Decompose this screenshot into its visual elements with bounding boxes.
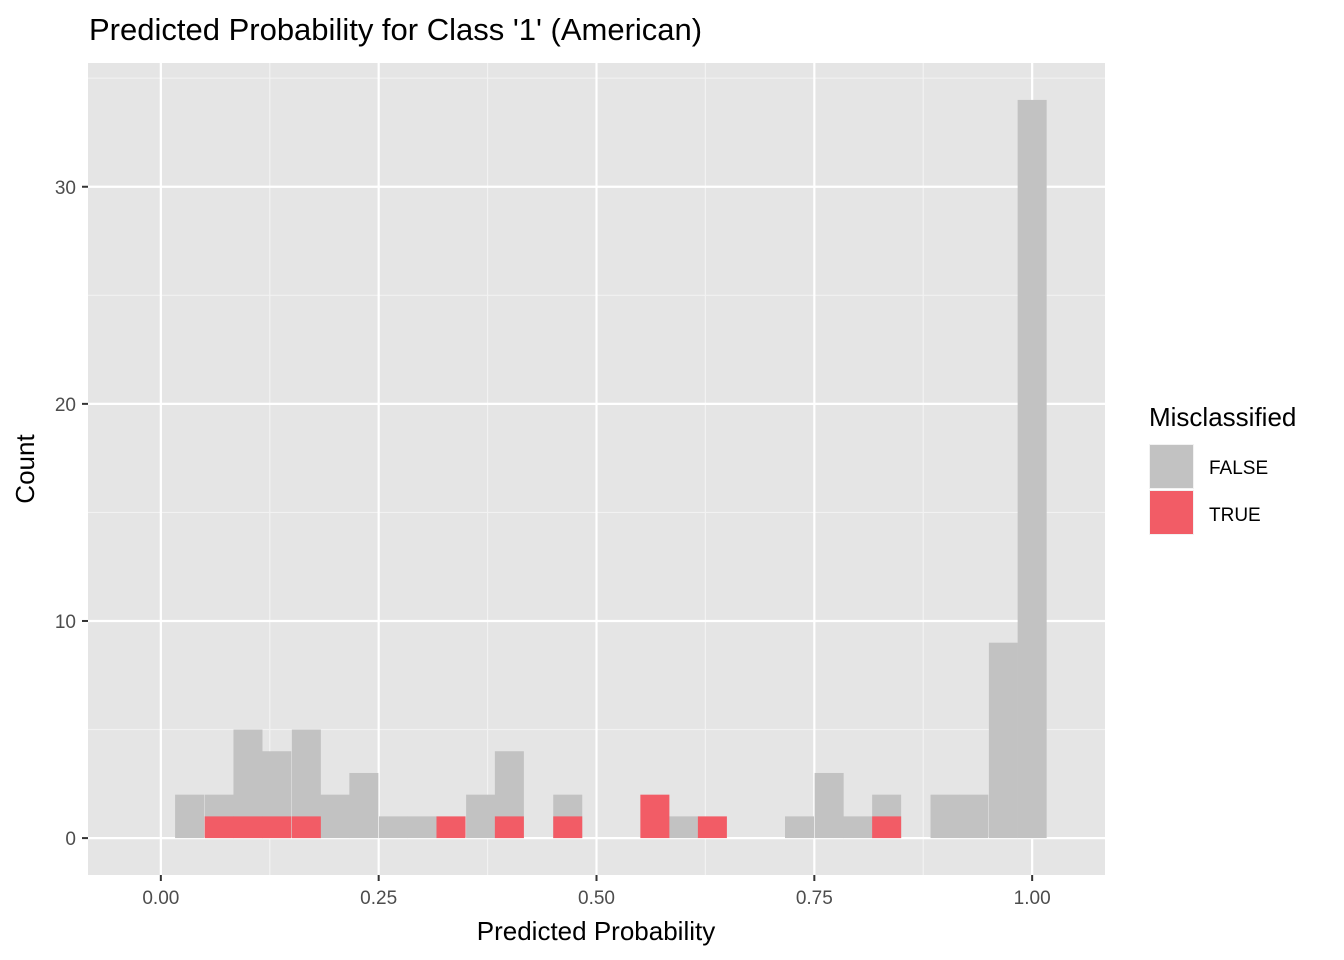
y-axis: 0 10 20 30 (55, 178, 88, 850)
y-axis-title: Count (10, 434, 40, 504)
bar-false (669, 816, 699, 839)
x-axis-title: Predicted Probability (477, 916, 715, 946)
legend-label-false: FALSE (1209, 458, 1268, 479)
legend-title: Misclassified (1149, 402, 1296, 432)
x-tick-label: 0.00 (142, 888, 179, 909)
x-tick-label: 1.00 (1014, 888, 1051, 909)
y-tick-label: 10 (55, 612, 76, 633)
bar-false (843, 816, 873, 839)
bar-false (785, 816, 815, 839)
bar-true (233, 816, 263, 839)
legend-label-true: TRUE (1209, 505, 1261, 526)
bar-false (930, 794, 960, 839)
legend-swatch-true (1150, 491, 1193, 534)
legend-swatch-false (1150, 445, 1193, 488)
bar-true (204, 816, 234, 839)
bar-true (640, 794, 670, 839)
bar-true (872, 816, 902, 839)
chart-title: Predicted Probability for Class '1' (Ame… (89, 12, 702, 47)
bar-false (988, 642, 1018, 839)
major-gridlines (88, 63, 1105, 875)
bar-false (349, 772, 379, 839)
bar-true (262, 816, 292, 839)
bar-false (1017, 99, 1047, 839)
bar-true (494, 816, 524, 839)
bar-false (814, 772, 844, 839)
bar-false (466, 794, 496, 839)
x-axis: 0.00 0.25 0.50 0.75 1.00 (142, 875, 1051, 909)
bar-true (436, 816, 466, 839)
x-tick-label: 0.50 (578, 888, 615, 909)
legend: Misclassified FALSE TRUE (1149, 402, 1296, 535)
bar-true (553, 816, 583, 839)
bar-false (378, 816, 408, 839)
x-tick-label: 0.25 (360, 888, 397, 909)
bar-false (407, 816, 437, 839)
bar-false (959, 794, 989, 839)
histogram-bars (175, 99, 1047, 839)
bar-true (291, 816, 321, 839)
y-tick-label: 0 (65, 829, 76, 850)
y-tick-label: 30 (55, 178, 76, 199)
bar-true (697, 816, 727, 839)
bar-false (175, 794, 205, 839)
x-tick-label: 0.75 (796, 888, 833, 909)
y-tick-label: 20 (55, 395, 76, 416)
bar-false (320, 794, 350, 839)
